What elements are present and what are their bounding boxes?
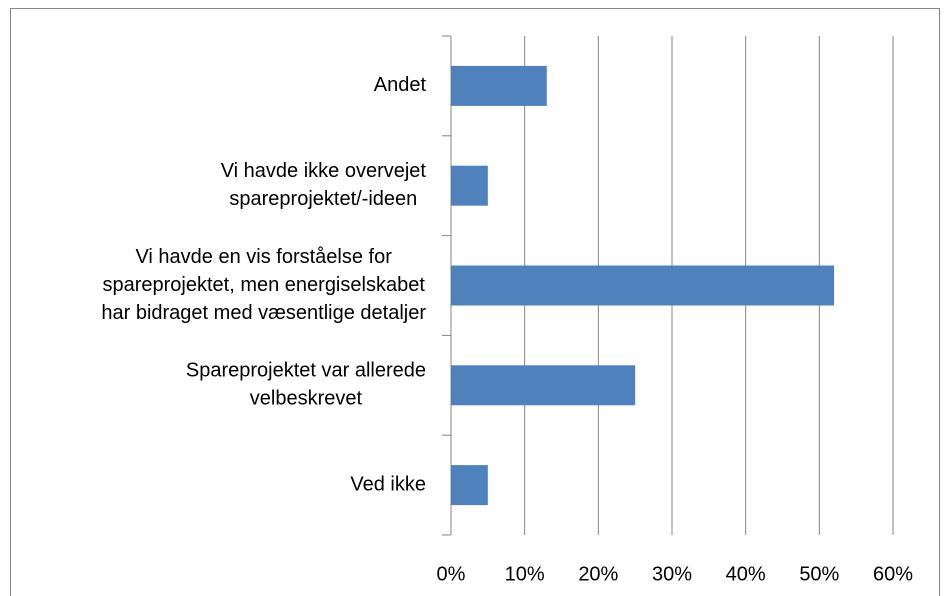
y-tick-label: velbeskrevet bbox=[250, 388, 363, 410]
bar bbox=[451, 265, 835, 306]
y-tick-label: har bidraget med væsentlige detaljer bbox=[101, 302, 426, 324]
x-tick-label: 20% bbox=[578, 563, 618, 585]
bar bbox=[451, 65, 547, 106]
x-tick-label: 40% bbox=[726, 563, 766, 585]
x-tick-label: 30% bbox=[652, 563, 692, 585]
y-tick-label: Vi havde ikke overvejet bbox=[221, 160, 427, 182]
y-tick-label: spareprojektet, men energiselskabet bbox=[102, 274, 425, 296]
y-tick-label: Vi havde en vis forståelse for bbox=[135, 246, 392, 268]
x-tick-label: 10% bbox=[505, 563, 545, 585]
y-tick-label: Ved ikke bbox=[350, 473, 426, 495]
y-tick-label: Spareprojektet var allerede bbox=[186, 360, 426, 382]
bar bbox=[451, 465, 488, 506]
x-tick-label: 50% bbox=[799, 563, 839, 585]
y-tick-label: Andet bbox=[374, 74, 427, 96]
y-tick-label: spareprojektet/-ideen bbox=[229, 188, 417, 210]
x-tick-label: 60% bbox=[873, 563, 913, 585]
bar bbox=[451, 165, 488, 206]
bar bbox=[451, 365, 636, 406]
x-tick-label: 0% bbox=[437, 563, 466, 585]
